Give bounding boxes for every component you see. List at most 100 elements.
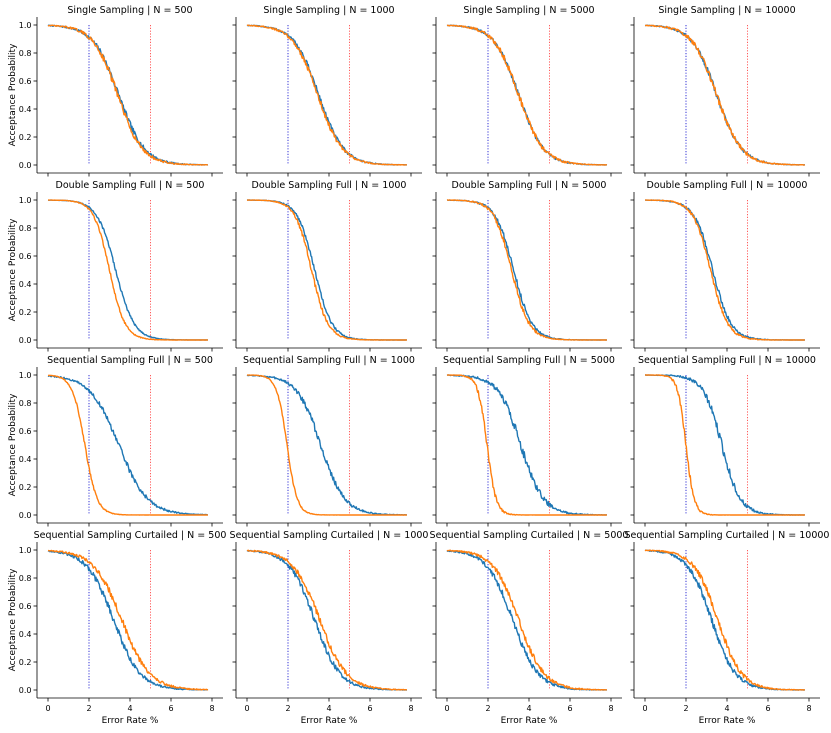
subplot-title: Sequential Sampling Full | N = 5000 [443, 355, 615, 366]
curve-series_1 [644, 374, 805, 516]
y-axis-label: Acceptance Probability [8, 568, 18, 671]
y-tick-label: 0.2 [19, 483, 32, 492]
y-axis-label: Acceptance Probability [8, 393, 18, 496]
curve-series_2 [446, 199, 607, 341]
curve-series_1 [246, 24, 408, 166]
x-tick-label: 0 [444, 704, 449, 713]
subplot-title: Double Sampling Full | N = 5000 [452, 180, 607, 191]
x-tick-label: 2 [485, 704, 490, 713]
curve-series_1 [47, 550, 209, 691]
curve-series_2 [246, 199, 407, 341]
curve-series_2 [47, 549, 209, 691]
x-axis-label: Error Rate % [699, 716, 756, 726]
subplot-title: Sequential Sampling Full | N = 500 [47, 355, 213, 366]
y-tick-label: 1.0 [19, 196, 32, 205]
curve-series_1 [446, 374, 607, 516]
x-axis-label: Error Rate % [501, 716, 558, 726]
curve-series_2 [644, 199, 805, 341]
curve-series_2 [446, 374, 607, 516]
x-tick-label: 8 [408, 704, 413, 713]
curve-series_2 [644, 24, 806, 166]
subplot-title: Single Sampling | N = 5000 [463, 5, 594, 16]
x-tick-label: 6 [567, 704, 572, 713]
subplot-title: Single Sampling | N = 1000 [263, 5, 394, 16]
curve-series_2 [47, 24, 208, 166]
subplot-2-3: Double Sampling Full | N = 5000 [432, 180, 622, 352]
y-tick-label: 0.6 [19, 602, 32, 611]
curve-series_1 [644, 549, 805, 691]
x-tick-label: 4 [724, 704, 729, 713]
subplot-4-3: Sequential Sampling Curtailed | N = 5000… [430, 530, 629, 726]
x-tick-label: 0 [642, 704, 647, 713]
x-tick-label: 8 [806, 704, 811, 713]
subplot-1-1: Single Sampling | N = 500 0.0 0.2 0.4 0.6 0.8… [8, 5, 223, 177]
subplot-2-2: Double Sampling Full | N = 1000 [232, 180, 422, 352]
y-tick-label: 0.4 [19, 280, 32, 289]
subplot-2-1: Double Sampling Full | N = 500 0.0 0.2 0.4 0… [8, 180, 223, 352]
curve-series_2 [246, 549, 408, 691]
y-tick-label: 1.0 [19, 21, 32, 30]
y-tick-label: 1.0 [19, 546, 32, 555]
y-tick-label: 0.4 [19, 105, 32, 114]
y-tick-label: 1.0 [19, 371, 32, 380]
curve-series_2 [644, 549, 806, 691]
curve-series_2 [446, 549, 607, 691]
x-axis-label: Error Rate % [102, 716, 159, 726]
curve-series_1 [246, 549, 407, 691]
x-tick-label: 0 [244, 704, 249, 713]
subplot-1-3: Single Sampling | N = 5000 [432, 5, 622, 177]
x-tick-label: 6 [168, 704, 173, 713]
x-tick-label: 8 [209, 704, 214, 713]
subplot-title: Sequential Sampling Full | N = 10000 [638, 355, 816, 366]
subplot-title: Sequential Sampling Curtailed | N = 1000 [230, 530, 429, 541]
subplot-4-2: Sequential Sampling Curtailed | N = 1000… [230, 530, 429, 726]
subplot-2-4: Double Sampling Full | N = 10000 [630, 180, 820, 352]
y-tick-label: 0.8 [19, 574, 32, 583]
y-tick-label: 0.6 [19, 252, 32, 261]
subplot-title: Double Sampling Full | N = 1000 [252, 180, 407, 191]
subplot-4-4: Sequential Sampling Curtailed | N = 1000… [625, 530, 830, 726]
y-tick-label: 0.8 [19, 399, 32, 408]
curve-series_1 [446, 549, 608, 691]
subplot-4-1: Sequential Sampling Curtailed | N = 500 0… [8, 530, 226, 726]
subplot-3-2: Sequential Sampling Full | N = 1000 [232, 355, 422, 527]
curve-series_2 [47, 199, 208, 341]
curve-series_2 [246, 374, 407, 516]
y-tick-label: 0.6 [19, 77, 32, 86]
y-tick-label: 0.4 [19, 455, 32, 464]
y-tick-label: 0.2 [19, 133, 32, 142]
subplot-3-1: Sequential Sampling Full | N = 500 0.0 0.2… [8, 355, 223, 527]
y-tick-label: 0.0 [19, 686, 32, 695]
x-tick-label: 6 [765, 704, 770, 713]
subplot-title: Sequential Sampling Full | N = 1000 [243, 355, 415, 366]
curve-series_1 [47, 199, 208, 341]
curve-series_1 [246, 199, 407, 341]
y-tick-label: 0.0 [19, 511, 32, 520]
y-tick-label: 0.8 [19, 224, 32, 233]
y-axis-label: Acceptance Probability [8, 43, 18, 146]
x-tick-label: 4 [326, 704, 331, 713]
curve-series_1 [47, 24, 209, 166]
curve-series_1 [446, 24, 607, 166]
x-tick-label: 6 [367, 704, 372, 713]
curve-series_1 [246, 374, 408, 516]
subplot-3-3: Sequential Sampling Full | N = 5000 [432, 355, 622, 527]
y-tick-label: 0.2 [19, 658, 32, 667]
curve-series_1 [47, 374, 209, 516]
y-axis-label: Acceptance Probability [8, 218, 18, 321]
x-tick-label: 2 [683, 704, 688, 713]
subplot-1-4: Single Sampling | N = 10000 [630, 5, 820, 177]
x-tick-label: 2 [285, 704, 290, 713]
subplot-title: Single Sampling | N = 10000 [658, 5, 795, 16]
x-tick-label: 8 [608, 704, 613, 713]
curve-series_2 [644, 374, 805, 516]
y-tick-label: 0.4 [19, 630, 32, 639]
subplot-3-4: Sequential Sampling Full | N = 10000 [630, 355, 820, 527]
subplot-1-2: Single Sampling | N = 1000 [232, 5, 422, 177]
subplot-title: Sequential Sampling Curtailed | N = 500 [34, 530, 227, 541]
y-tick-label: 0.6 [19, 427, 32, 436]
subplot-title: Sequential Sampling Curtailed | N = 1000… [625, 530, 830, 541]
x-tick-label: 0 [45, 704, 50, 713]
curve-series_2 [47, 374, 208, 516]
x-tick-label: 4 [127, 704, 132, 713]
